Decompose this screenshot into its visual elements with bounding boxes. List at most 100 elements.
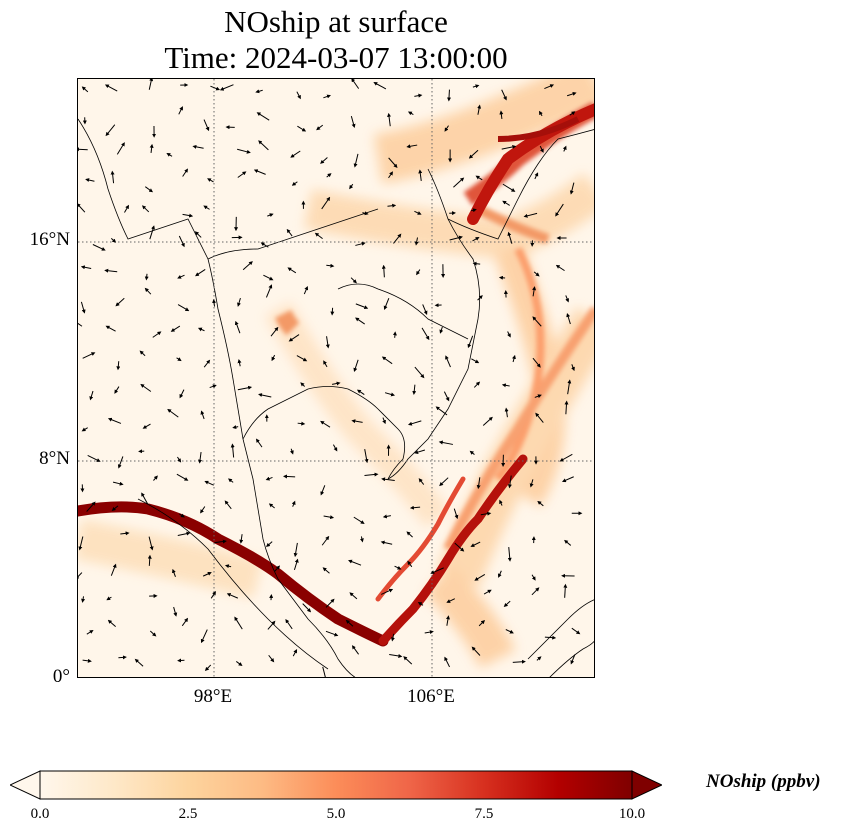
wind-arrow [414, 237, 419, 246]
gridlines [78, 79, 594, 677]
wind-arrow [267, 213, 274, 217]
colorbar-tick-2-5: 2.5 [178, 806, 198, 822]
wind-arrow [172, 568, 176, 577]
wind-arrow [182, 168, 189, 177]
wind-arrow [390, 633, 395, 642]
wind-arrow [523, 212, 538, 218]
wind-arrow [409, 505, 421, 510]
wind-arrow [204, 664, 212, 672]
coastlines [78, 118, 594, 677]
wind-arrow [81, 596, 86, 603]
map-panel[interactable] [77, 78, 595, 678]
wind-arrow [499, 110, 504, 120]
wind-arrow [443, 391, 450, 402]
wind-arrow [326, 173, 332, 178]
wind-arrow [177, 304, 190, 312]
lat-tick-16: 16°N [29, 229, 70, 250]
wind-arrow [107, 619, 116, 628]
wind-arrow [394, 565, 402, 570]
wind-arrow [325, 598, 335, 608]
wind-arrow [195, 268, 206, 277]
wind-arrow [258, 140, 269, 151]
wind-arrow [472, 237, 480, 242]
wind-arrow [81, 86, 89, 93]
wind-arrow [78, 147, 88, 152]
wind-arrow [539, 145, 544, 153]
wind-arrow [393, 233, 402, 244]
wind-arrow [454, 542, 465, 552]
wind-arrow [345, 619, 354, 627]
colorbar-tick-5: 5.0 [326, 806, 346, 822]
wind-arrow [562, 145, 567, 152]
wind-arrow [469, 450, 475, 455]
wind-arrow [364, 449, 369, 464]
wind-arrow [471, 646, 481, 656]
lon-tick-106: 106°E [407, 686, 455, 707]
wind-arrow [176, 357, 182, 362]
wind-arrow [381, 356, 393, 365]
wind-arrow [200, 629, 208, 644]
map-canvas [78, 79, 594, 677]
wind-arrow [286, 228, 293, 237]
wind-arrow [80, 265, 92, 270]
wind-arrow [290, 150, 301, 158]
colorbar-graphic [8, 770, 664, 800]
wind-arrow [320, 420, 331, 428]
wind-arrow [92, 244, 106, 251]
wind-arrow [472, 261, 481, 266]
wind-arrow [235, 661, 243, 666]
wind-arrow [534, 394, 542, 399]
wind-arrow [503, 600, 511, 608]
wind-arrow [323, 360, 328, 368]
wind-arrow [291, 181, 298, 186]
wind-arrow [116, 142, 125, 155]
wind-arrow [387, 203, 397, 208]
colorbar-tick-0: 0.0 [30, 806, 50, 822]
wind-arrow [474, 574, 486, 581]
wind-arrow [470, 208, 477, 213]
wind-arrow [349, 592, 358, 600]
wind-arrow [467, 335, 474, 349]
wind-arrow [81, 427, 88, 432]
wind-arrow [296, 91, 301, 100]
wind-arrow [293, 558, 299, 571]
wind-arrow [325, 630, 339, 637]
wind-arrow [507, 231, 513, 244]
wind-arrow [293, 542, 298, 558]
wind-arrow [237, 385, 253, 391]
title-line-2: Time: 2024-03-07 13:00:00 [164, 40, 508, 75]
wind-arrow [86, 501, 96, 512]
wind-arrow [166, 152, 173, 157]
wind-arrow [348, 559, 362, 566]
wind-arrow [569, 182, 575, 195]
wind-arrow [230, 443, 235, 458]
wind-arrow [350, 116, 356, 129]
wind-arrow [421, 327, 430, 341]
wind-arrow [149, 630, 157, 637]
wind-arrow [153, 475, 158, 481]
lon-tick-98: 98°E [193, 686, 233, 707]
wind-arrow [303, 285, 309, 295]
wind-arrow [424, 630, 434, 635]
wind-arrow [351, 419, 363, 424]
colorbar-max-extend [631, 770, 664, 800]
wind-arrow [78, 572, 83, 580]
wind-arrow [237, 359, 242, 367]
wind-arrow [332, 444, 338, 452]
wind-arrow [140, 383, 152, 392]
wind-arrow [167, 408, 179, 418]
wind-arrow [435, 406, 448, 416]
colorbar [8, 770, 664, 800]
wind-arrow [80, 301, 86, 314]
wind-arrow [565, 295, 569, 303]
wind-arrow [194, 231, 202, 238]
wind-arrow [507, 475, 512, 489]
wind-arrow [300, 382, 305, 387]
wind-arrow [204, 480, 214, 486]
wind-arrow [349, 183, 354, 190]
wind-arrow [149, 143, 154, 154]
wind-arrow [256, 112, 270, 121]
wind-arrow [445, 615, 450, 626]
wind-arrow [403, 656, 413, 665]
wind-arrow [483, 589, 492, 595]
